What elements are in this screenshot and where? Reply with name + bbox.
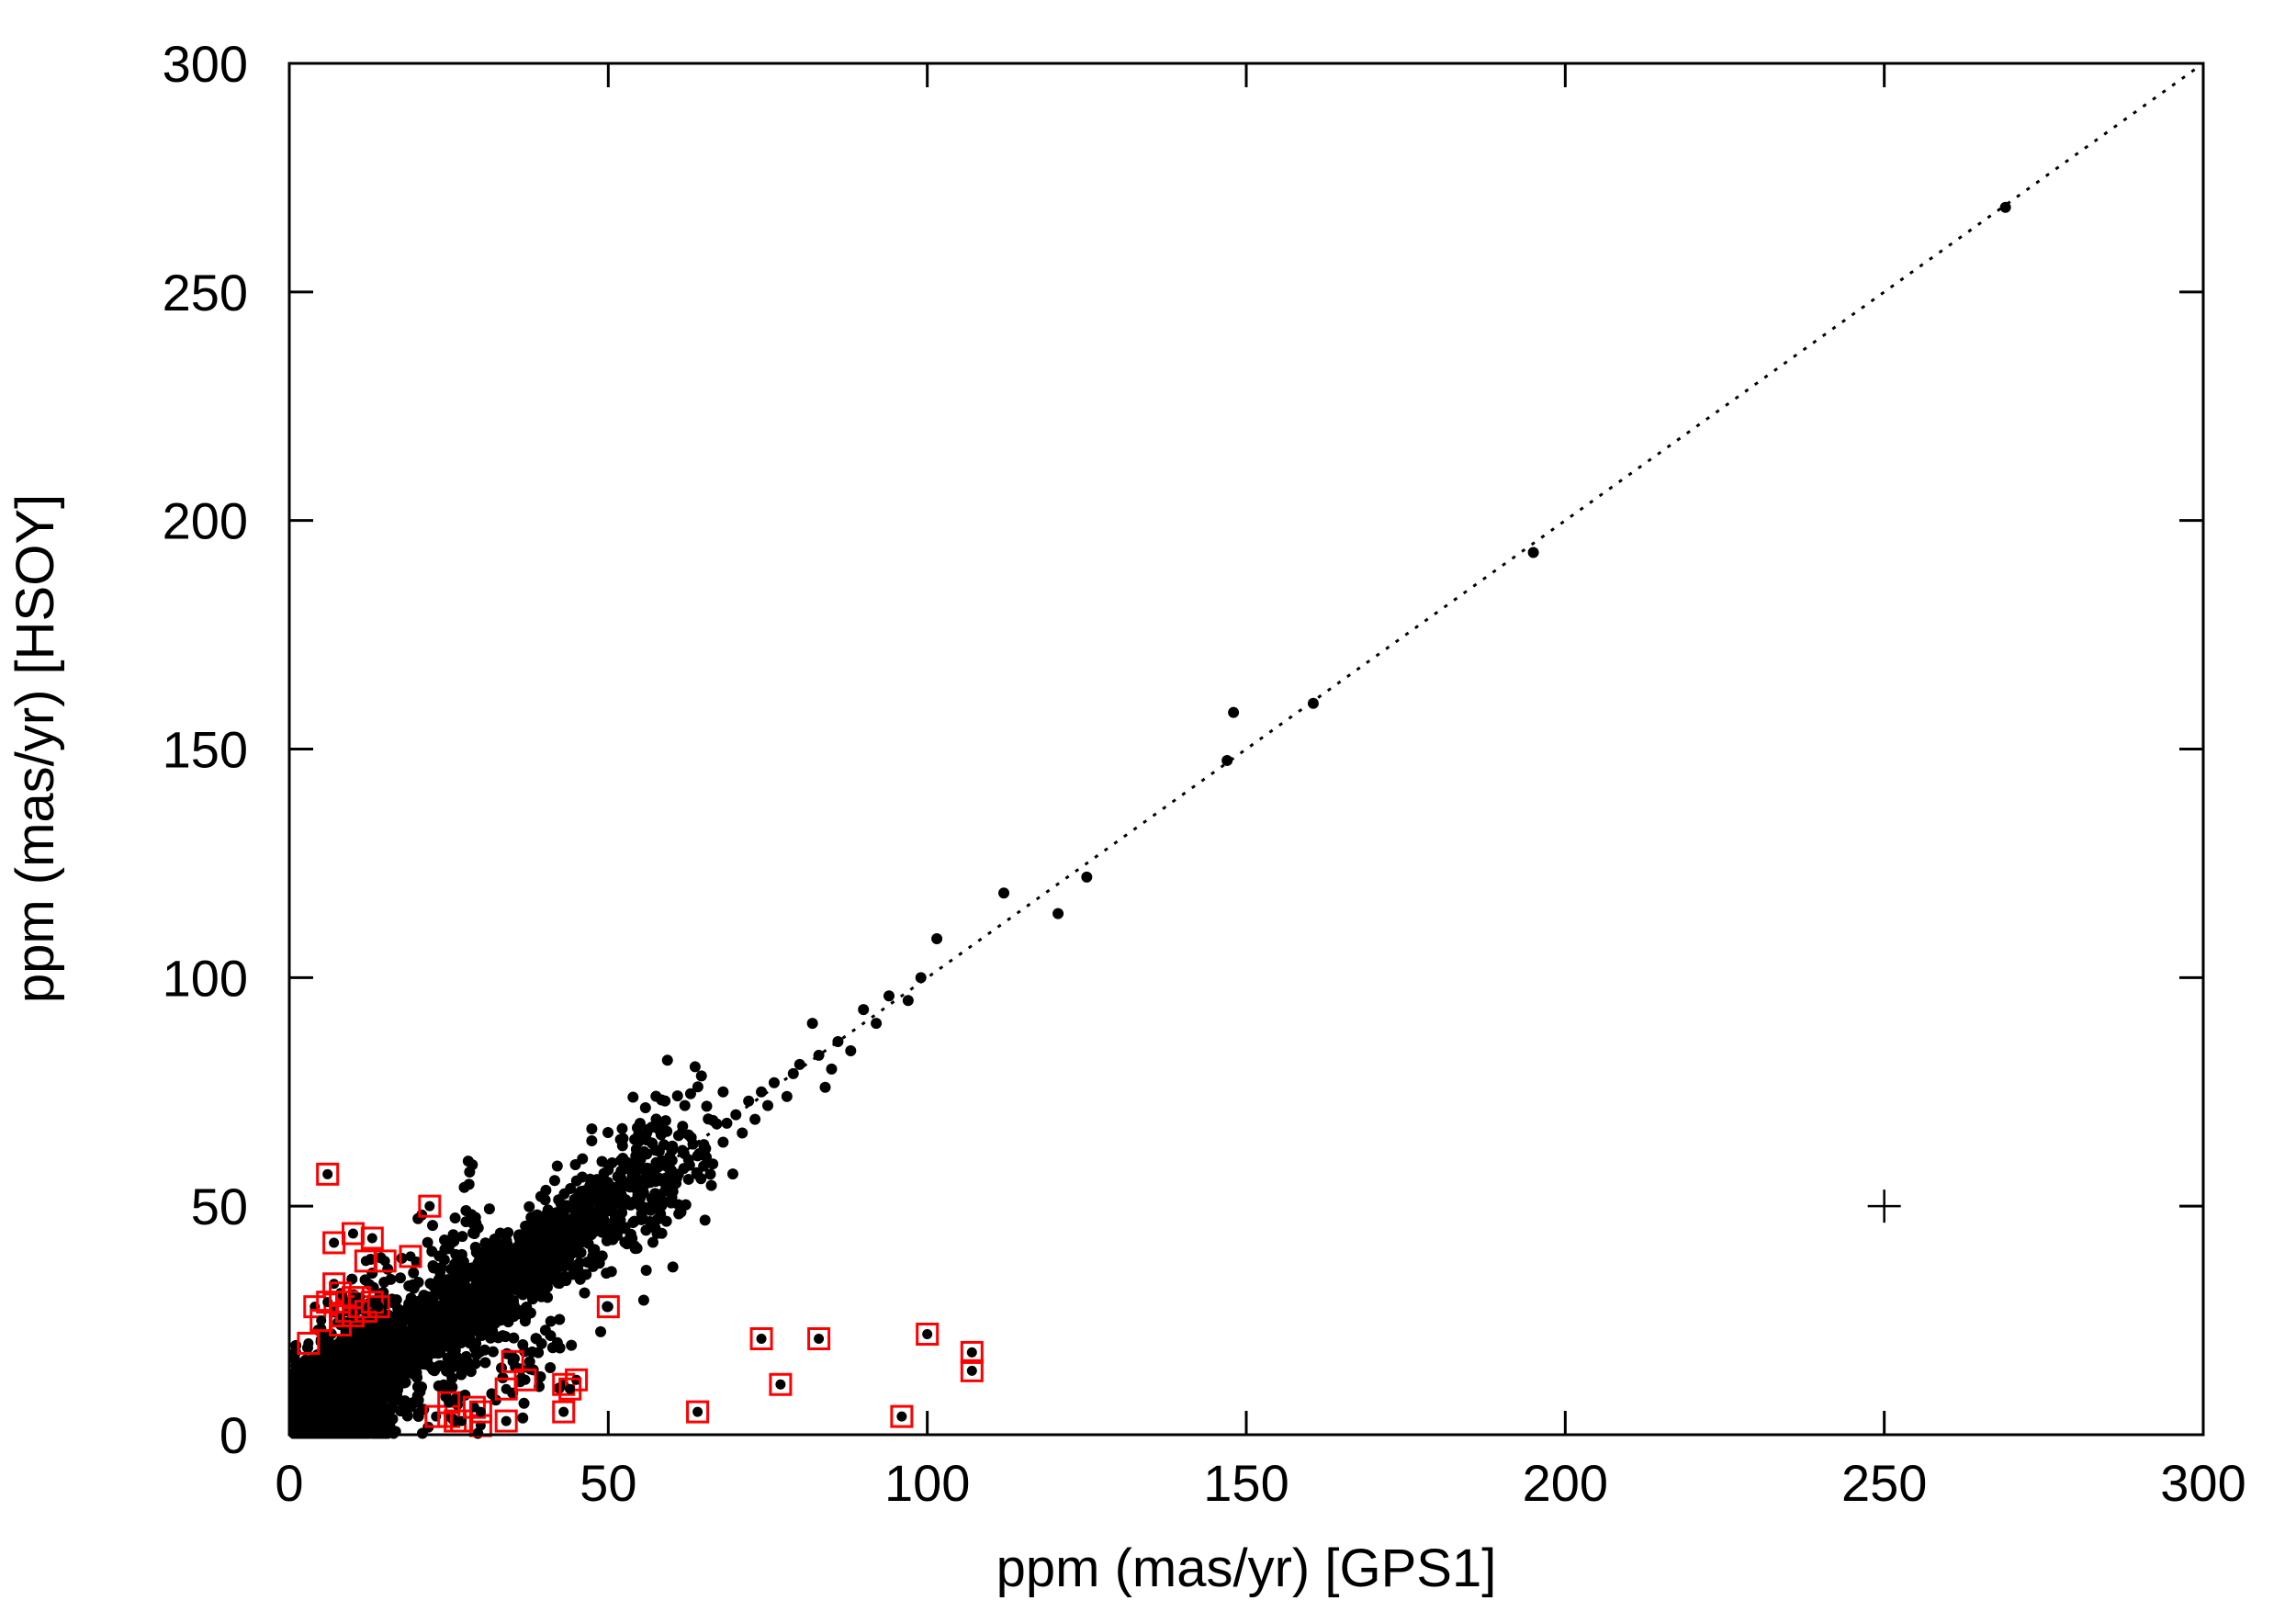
x-tick-label: 200	[1523, 1454, 1608, 1512]
y-tick-label: 100	[163, 949, 248, 1007]
main-series-points	[288, 202, 2011, 1439]
y-tick-label: 200	[163, 492, 248, 550]
x-axis-label: ppm (mas/yr) [GPS1]	[996, 1539, 1497, 1598]
y-tick-label: 0	[219, 1406, 248, 1464]
y-tick-label: 250	[163, 264, 248, 321]
x-tick-label: 300	[2160, 1454, 2245, 1512]
plus-marker	[1868, 1189, 1901, 1223]
x-tick-label: 150	[1203, 1454, 1289, 1512]
y-tick-labels: 0 50 100 150 200 250 300	[163, 35, 248, 1464]
x-tick-label: 0	[275, 1454, 303, 1512]
x-tick-label: 50	[580, 1454, 636, 1512]
y-tick-label: 150	[163, 721, 248, 779]
y-tick-label: 50	[191, 1178, 248, 1235]
x-tick-label: 100	[884, 1454, 970, 1512]
y-tick-label: 300	[163, 35, 248, 93]
x-tick-label: 250	[1841, 1454, 1927, 1512]
x-tick-labels: 0 50 100 150 200 250 300	[275, 1454, 2245, 1512]
y-axis-label: ppm (mas/yr) [HSOY]	[6, 494, 65, 1003]
